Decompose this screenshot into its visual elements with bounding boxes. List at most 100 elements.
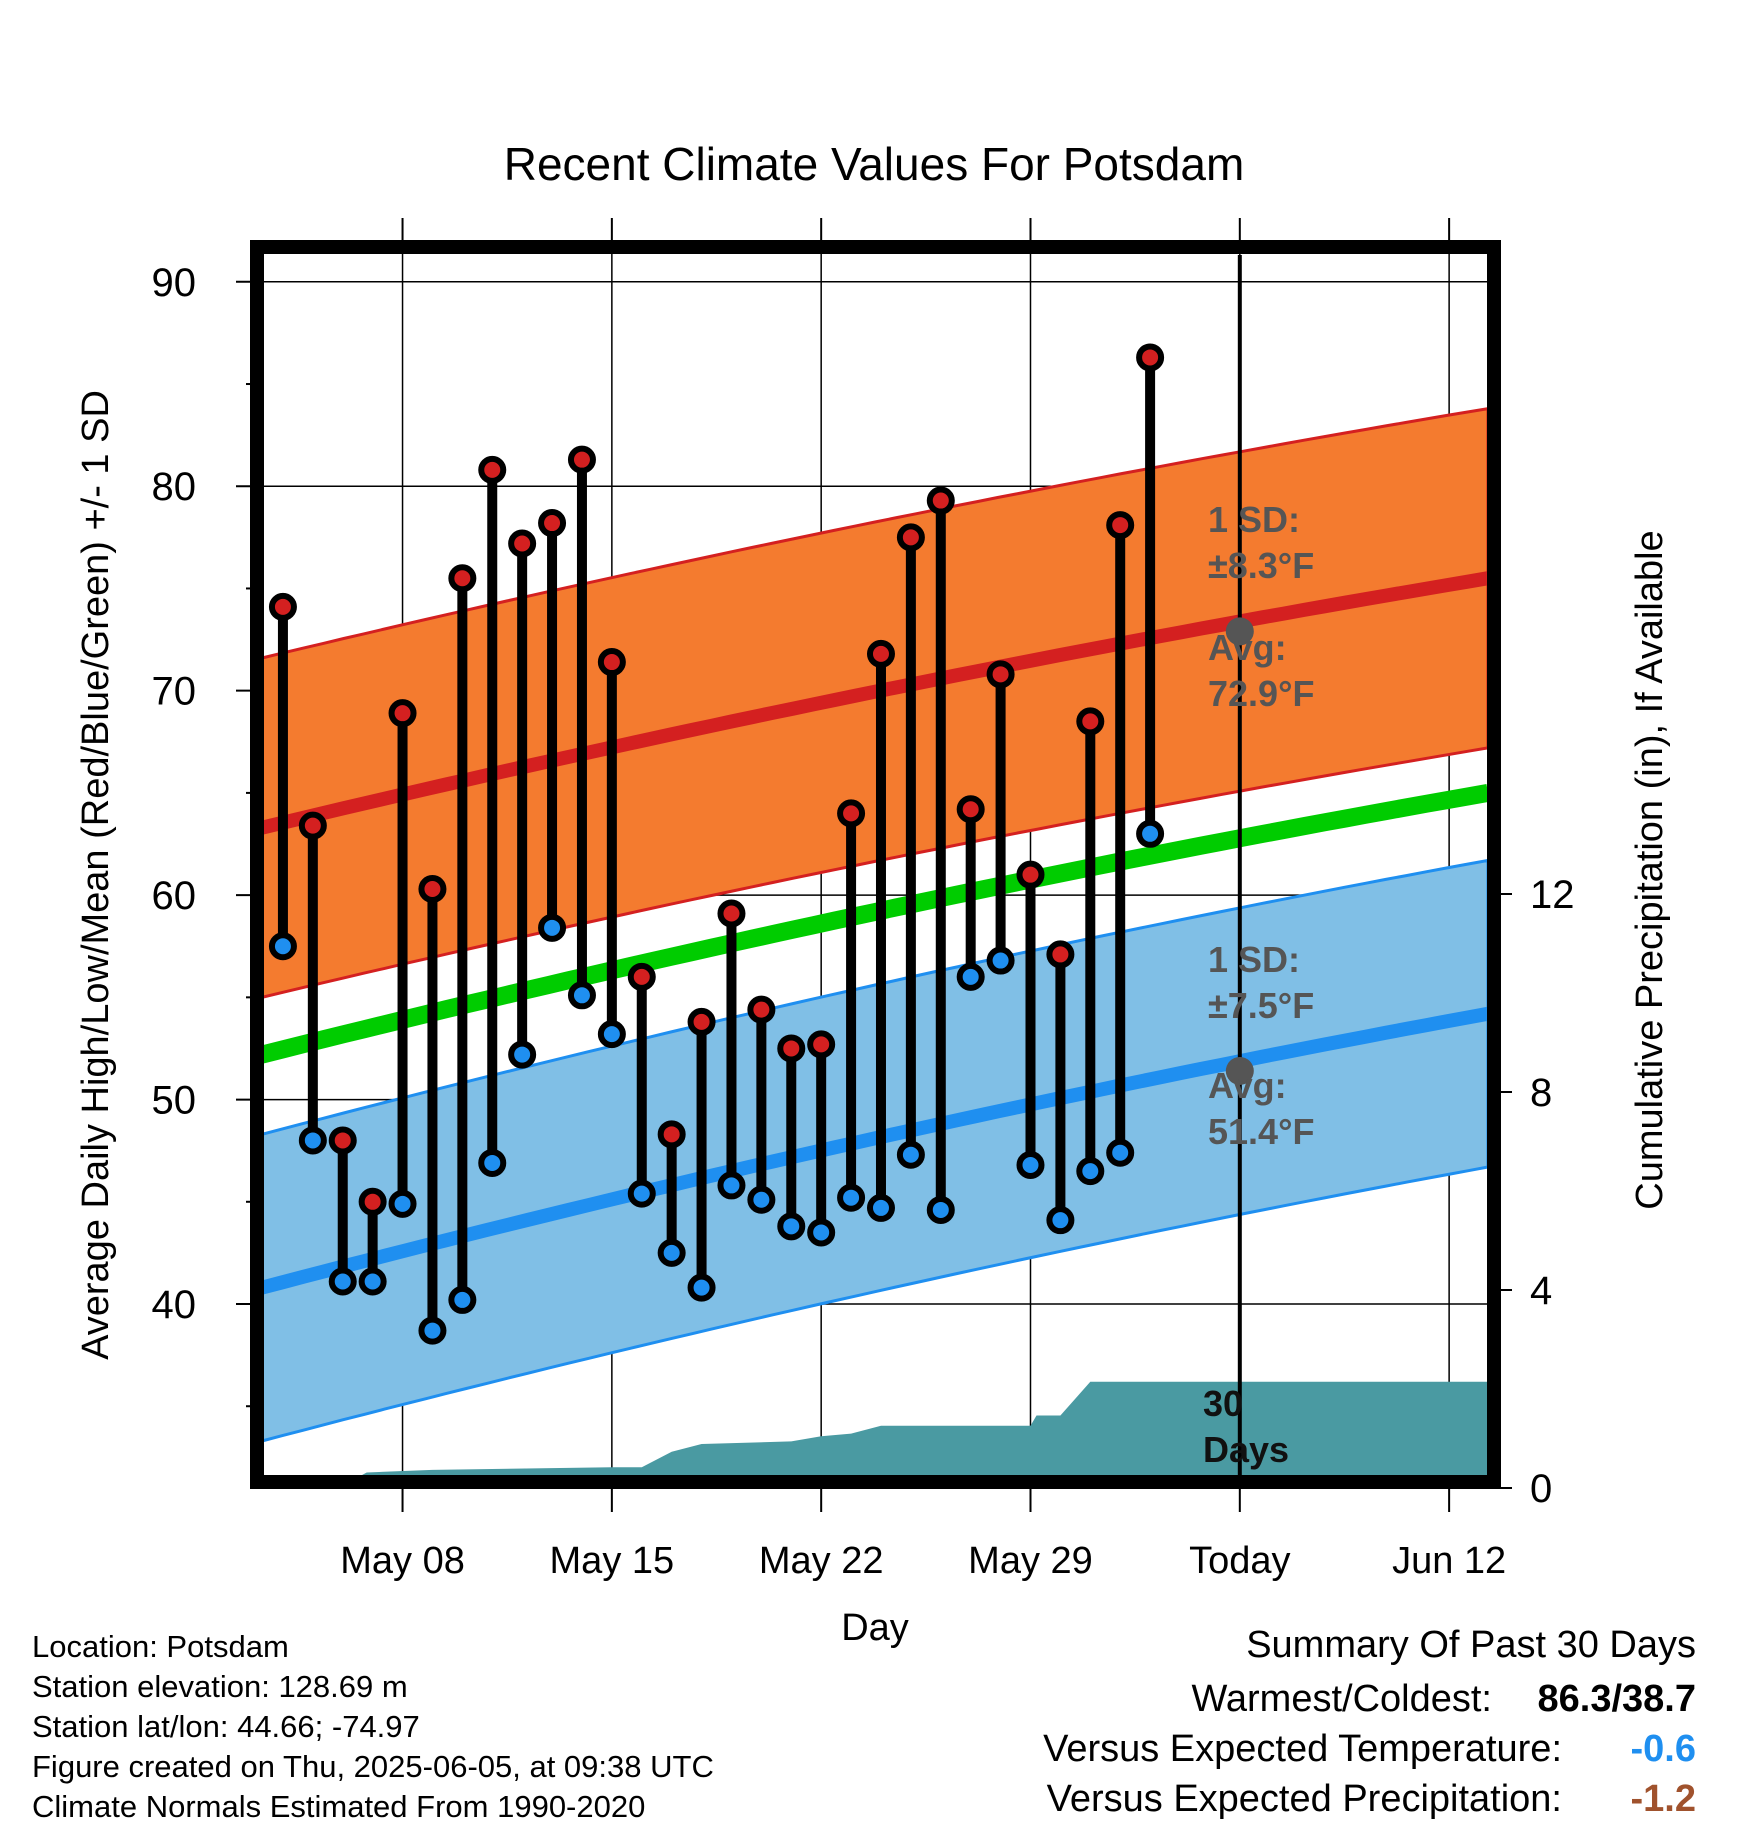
axes: 40 50 60 70 80 90 0 4 8 12 May 08 May 15 May 22 May 2…	[152, 218, 1575, 1582]
y-tick-label: 40	[152, 1283, 197, 1327]
y2-tick-label: 4	[1530, 1269, 1552, 1313]
low-point	[538, 913, 567, 942]
high-point	[1016, 860, 1045, 889]
plot-border	[250, 240, 1501, 1489]
low-point	[298, 1126, 327, 1155]
low-point	[597, 1020, 626, 1049]
high-point	[478, 455, 507, 484]
y2-tick-label: 8	[1530, 1071, 1552, 1115]
summary-warm-cold-label: Warmest/Coldest:	[1191, 1678, 1492, 1720]
info-created: Figure created on Thu, 2025-06-05, at 09…	[32, 1749, 714, 1784]
low-point	[508, 1040, 537, 1069]
y-axis-label: Average Daily High/Low/Mean (Red/Blue/Gr…	[75, 390, 117, 1360]
low-avg-value: 51.4°F	[1208, 1111, 1314, 1152]
low-point	[807, 1218, 836, 1247]
low-point	[777, 1212, 806, 1241]
high-point	[388, 699, 417, 728]
high-avg-label: Avg:	[1208, 627, 1287, 668]
low-point	[567, 981, 596, 1010]
low-sd-value: ±7.5°F	[1208, 985, 1314, 1026]
y2-axis-label: Cumulative Precipitation (in), If Availa…	[1629, 530, 1671, 1209]
precip-label-line1: 30	[1203, 1383, 1243, 1424]
x-tick-label: May 22	[759, 1540, 884, 1582]
x-tick-label: Today	[1189, 1540, 1290, 1582]
high-point	[597, 648, 626, 677]
x-tick-label: May 29	[968, 1540, 1093, 1582]
low-point	[328, 1267, 357, 1296]
y-tick-label: 50	[152, 1079, 197, 1123]
high-point	[567, 445, 596, 474]
summary-title: Summary Of Past 30 Days	[1246, 1624, 1696, 1666]
high-point	[926, 486, 955, 515]
low-point	[1046, 1206, 1075, 1235]
low-point	[866, 1193, 895, 1222]
high-avg-value: 72.9°F	[1208, 673, 1314, 714]
summary-precip-value: -1.2	[1631, 1778, 1696, 1820]
low-point	[418, 1316, 447, 1345]
low-point	[747, 1185, 776, 1214]
low-point	[1016, 1150, 1045, 1179]
info-latlon: Station lat/lon: 44.66; -74.97	[32, 1709, 420, 1744]
high-point	[448, 564, 477, 593]
high-point	[627, 962, 656, 991]
low-point	[1106, 1138, 1135, 1167]
high-point	[687, 1007, 716, 1036]
low-point	[1136, 819, 1165, 848]
high-point	[777, 1034, 806, 1063]
info-normals: Climate Normals Estimated From 1990-2020	[32, 1789, 645, 1824]
low-point	[687, 1273, 716, 1302]
x-tick-label: Jun 12	[1392, 1540, 1506, 1582]
low-avg-label: Avg:	[1208, 1065, 1287, 1106]
x-tick-label: May 08	[340, 1540, 465, 1582]
low-point	[358, 1267, 387, 1296]
high-point	[986, 660, 1015, 689]
low-point	[268, 932, 297, 961]
high-point	[508, 529, 537, 558]
chart-title: Recent Climate Values For Potsdam	[504, 138, 1245, 190]
high-point	[358, 1187, 387, 1216]
annotations: 1 SD: ±8.3°F Avg: 72.9°F 1 SD: ±7.5°F Av…	[1208, 499, 1314, 1152]
high-sd-label: 1 SD:	[1208, 499, 1300, 540]
high-point	[328, 1126, 357, 1155]
high-point	[837, 799, 866, 828]
low-point	[627, 1179, 656, 1208]
summary-temp-value: -0.6	[1631, 1728, 1696, 1770]
low-point	[388, 1189, 417, 1218]
high-point	[747, 995, 776, 1024]
summary-warm-cold-value: 86.3/38.7	[1538, 1678, 1696, 1720]
station-info: Location: Potsdam Station elevation: 128…	[32, 1629, 714, 1824]
low-point	[657, 1238, 686, 1267]
y2-tick-label: 12	[1530, 873, 1575, 917]
low-point	[448, 1285, 477, 1314]
precip-label-line2: Days	[1203, 1429, 1289, 1470]
high-sd-value: ±8.3°F	[1208, 545, 1314, 586]
y-tick-label: 70	[152, 670, 197, 714]
high-point	[538, 509, 567, 538]
x-axis-label: Day	[841, 1607, 909, 1649]
y-tick-label: 90	[152, 261, 197, 305]
high-point	[1076, 707, 1105, 736]
low-point	[717, 1171, 746, 1200]
summary-precip-label: Versus Expected Precipitation:	[1047, 1778, 1562, 1820]
high-point	[298, 811, 327, 840]
low-point	[478, 1148, 507, 1177]
info-location: Location: Potsdam	[32, 1629, 289, 1664]
low-point	[986, 946, 1015, 975]
low-point	[926, 1195, 955, 1224]
low-sd-label: 1 SD:	[1208, 939, 1300, 980]
low-avg-marker	[1225, 1056, 1254, 1085]
daily-points	[268, 255, 1254, 1480]
y-tick-label: 60	[152, 874, 197, 918]
high-point	[1106, 511, 1135, 540]
high-point	[418, 874, 447, 903]
high-point	[1046, 940, 1075, 969]
normal-bands	[259, 406, 1490, 1443]
high-point	[896, 523, 925, 552]
high-point	[657, 1120, 686, 1149]
high-point	[268, 592, 297, 621]
summary-temp-label: Versus Expected Temperature:	[1043, 1728, 1562, 1770]
precip-annotation: 30 Days	[1203, 1383, 1289, 1470]
high-avg-marker	[1225, 617, 1254, 646]
high-point	[866, 639, 895, 668]
